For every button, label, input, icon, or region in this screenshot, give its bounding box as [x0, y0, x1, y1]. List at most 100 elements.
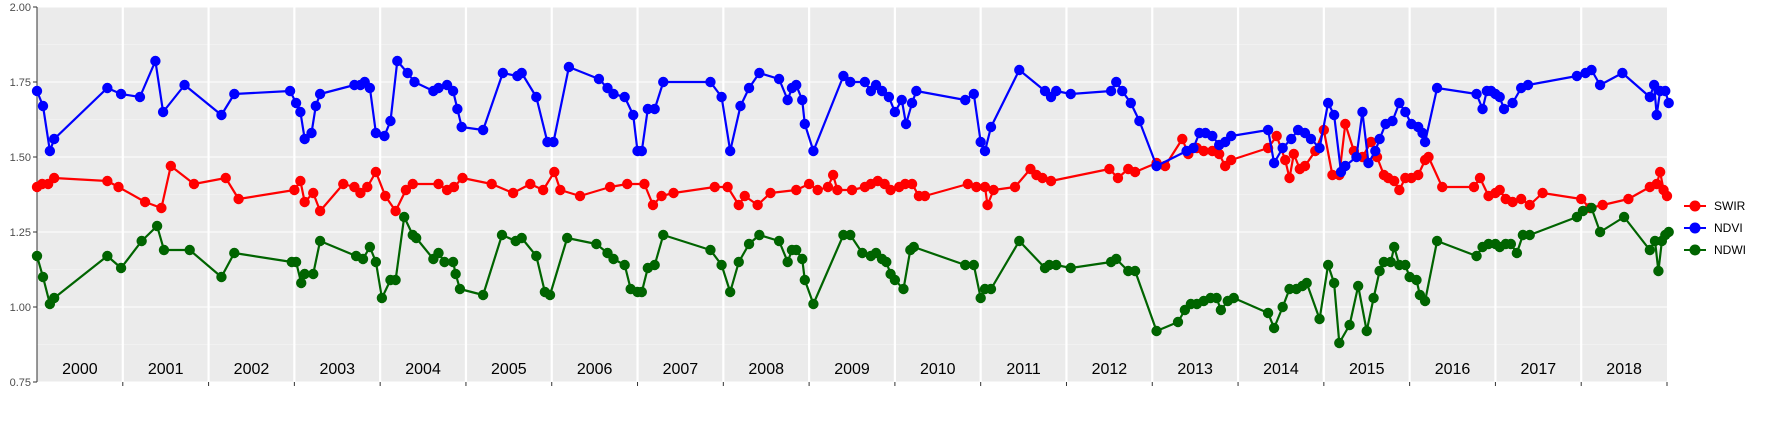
data-point-ndvi: [1507, 97, 1518, 109]
data-point-ndwi: [808, 298, 819, 310]
data-point-ndwi: [364, 241, 376, 253]
data-point-ndvi: [563, 61, 575, 73]
data-point-ndwi: [516, 232, 527, 244]
data-point-ndvi: [1594, 79, 1606, 91]
year-label: 2004: [405, 361, 441, 378]
data-point-swir: [390, 205, 401, 217]
year-label: 2006: [577, 361, 613, 378]
data-point-ndwi: [314, 235, 326, 247]
data-point-swir: [709, 181, 720, 193]
data-point-ndvi: [1394, 97, 1405, 109]
data-point-ndvi: [1644, 91, 1656, 103]
data-point-swir: [822, 181, 834, 193]
data-point-ndvi: [658, 76, 669, 88]
data-point-ndvi: [1286, 133, 1297, 145]
year-label: 2008: [748, 361, 784, 378]
data-point-ndwi: [1431, 235, 1443, 247]
data-point-swir: [1423, 151, 1434, 163]
data-point-ndvi: [1419, 136, 1431, 148]
data-point-ndvi: [1065, 88, 1076, 100]
data-point-swir: [165, 160, 177, 172]
data-point-swir: [400, 184, 412, 196]
data-point-swir: [1112, 172, 1124, 184]
data-point-swir: [457, 172, 468, 184]
legend-label-ndwi: NDWI: [1714, 243, 1746, 257]
data-point-swir: [1198, 145, 1209, 157]
data-point-swir: [604, 181, 616, 193]
data-point-ndwi: [724, 286, 736, 298]
data-point-ndvi: [735, 100, 746, 112]
data-point-ndvi: [889, 106, 901, 118]
data-point-ndvi: [593, 73, 605, 85]
data-point-swir: [1437, 181, 1448, 193]
data-point-ndvi: [216, 109, 227, 121]
data-point-ndvi: [1105, 85, 1117, 97]
data-point-swir: [355, 187, 366, 199]
data-point-ndwi: [1374, 265, 1385, 277]
data-point-swir: [1009, 181, 1021, 193]
data-point-ndvi: [649, 103, 660, 115]
data-point-ndwi: [398, 211, 410, 223]
data-point-ndwi: [658, 229, 669, 241]
data-point-ndvi: [1387, 115, 1398, 127]
data-point-swir: [188, 178, 200, 190]
data-point-ndvi: [1277, 142, 1288, 154]
data-point-ndvi: [743, 82, 755, 94]
data-point-ndwi: [1653, 265, 1664, 277]
data-point-ndvi: [1431, 82, 1443, 94]
data-point-ndwi: [1505, 238, 1517, 250]
data-point-ndvi: [799, 118, 811, 130]
data-point-swir: [289, 184, 300, 196]
data-point-ndvi: [608, 88, 619, 100]
data-point-ndvi: [1663, 97, 1674, 109]
data-point-ndvi: [896, 94, 907, 106]
data-point-ndvi: [1363, 157, 1374, 169]
data-point-ndvi: [1660, 85, 1671, 97]
data-point-ndwi: [1151, 325, 1162, 337]
data-point-ndwi: [216, 271, 227, 283]
data-point-swir: [1045, 175, 1057, 187]
data-point-ndvi: [306, 127, 317, 139]
data-point-ndwi: [290, 256, 302, 268]
data-point-ndwi: [881, 256, 892, 268]
data-point-ndvi: [402, 67, 413, 79]
data-point-ndwi: [799, 274, 811, 286]
data-point-ndvi: [299, 133, 310, 145]
data-point-swir: [668, 187, 679, 199]
data-point-swir: [919, 190, 931, 202]
data-point-swir: [1576, 193, 1587, 205]
data-point-ndvi: [548, 136, 559, 148]
data-point-swir: [1225, 154, 1237, 166]
data-point-ndwi: [1663, 226, 1674, 238]
data-point-swir: [433, 178, 444, 190]
data-point-ndvi: [37, 100, 49, 112]
data-point-ndvi: [497, 67, 509, 79]
data-point-ndwi: [136, 235, 147, 247]
data-point-ndwi: [797, 253, 808, 265]
data-point-ndwi: [716, 259, 727, 271]
year-label: 2010: [920, 361, 956, 378]
data-point-ndwi: [48, 292, 60, 304]
data-point-ndwi: [1388, 241, 1400, 253]
data-point-ndvi: [1477, 103, 1488, 115]
data-point-swir: [1340, 118, 1351, 130]
data-point-swir: [1365, 136, 1377, 148]
y-tick-label: 1.75: [10, 77, 31, 89]
data-point-swir: [739, 190, 750, 202]
data-point-ndvi: [1522, 79, 1534, 91]
data-point-ndwi: [439, 256, 450, 268]
legend-marker-ndwi: [1689, 244, 1701, 256]
data-point-ndwi: [1014, 235, 1025, 247]
data-point-swir: [1394, 184, 1405, 196]
data-point-ndvi: [1207, 130, 1218, 142]
data-point-ndvi: [392, 55, 403, 67]
data-point-ndvi: [31, 85, 43, 97]
data-point-ndwi: [561, 232, 573, 244]
data-point-ndvi: [229, 88, 240, 100]
data-point-ndvi: [531, 91, 542, 103]
data-point-ndwi: [908, 241, 919, 253]
data-point-ndvi: [115, 88, 127, 100]
data-point-swir: [338, 178, 349, 190]
data-point-ndwi: [115, 262, 127, 274]
data-point-ndvi: [1125, 97, 1137, 109]
